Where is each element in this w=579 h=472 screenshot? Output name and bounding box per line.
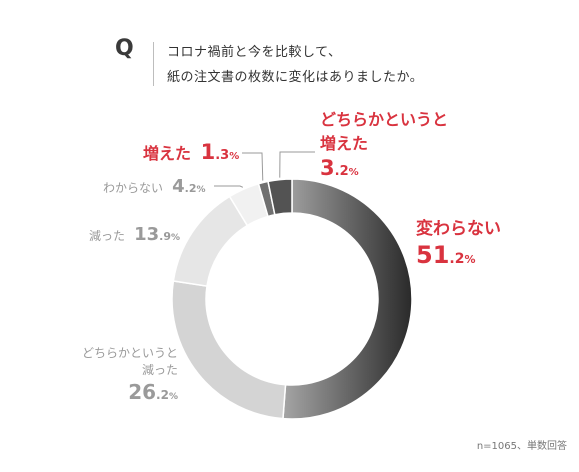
label-decreased-int: 13: [134, 224, 160, 245]
slice-decreased-somewhat: [171, 280, 287, 420]
label-unknown-pct: %: [196, 185, 206, 195]
label-unknown-int: 4: [172, 176, 185, 197]
label-increased-somewhat-line2: 増えた: [320, 134, 369, 153]
label-increased-somewhat-int: 3: [320, 156, 335, 180]
slice-unchanged: [282, 178, 413, 420]
label-increased-somewhat: どちらかというと 増えた 3.2%: [320, 106, 448, 180]
label-increased-somewhat-dec: .2: [334, 164, 349, 179]
label-increased-somewhat-line1: どちらかというと: [320, 110, 449, 129]
label-decreased-somewhat-int: 26: [128, 380, 157, 404]
label-unknown-dec: .2: [184, 182, 197, 195]
label-decreased-somewhat-dec: .2: [156, 388, 169, 402]
question-line-1: コロナ禍前と今を比較して、: [167, 45, 342, 60]
leader-unknown: [214, 185, 244, 188]
label-unknown: わからない 4.2%: [103, 176, 206, 197]
label-increased-int: 1: [200, 140, 216, 164]
leader-increased: [242, 152, 264, 181]
label-unchanged-pct: %: [464, 253, 476, 266]
question-text: コロナ禍前と今を比較して、 紙の注文書の枚数に変化はありましたか。: [167, 40, 423, 90]
label-decreased-name: 減った: [89, 229, 126, 243]
slice-decreased: [172, 195, 249, 287]
label-unchanged-dec: .2: [449, 251, 465, 267]
label-increased-dec: .3: [215, 148, 230, 163]
label-increased: 増えた 1.3%: [143, 140, 239, 164]
label-decreased-somewhat-line1: どちらかというと: [81, 346, 178, 360]
question-divider: [153, 42, 154, 86]
label-decreased-somewhat-line2: 減った: [141, 363, 178, 377]
label-increased-name: 増えた: [143, 144, 192, 163]
label-unchanged-int: 51: [416, 241, 450, 269]
label-increased-pct: %: [229, 151, 240, 162]
label-decreased-somewhat-pct: %: [168, 392, 178, 402]
label-decreased-pct: %: [171, 233, 181, 243]
leader-increased-somewhat: [279, 151, 315, 178]
footnote: n=1065、単数回答: [476, 441, 567, 452]
label-unchanged: 変わらない 51.2%: [416, 214, 501, 269]
label-increased-somewhat-pct: %: [348, 167, 359, 178]
question-line-2: 紙の注文書の枚数に変化はありましたか。: [167, 70, 424, 85]
label-unchanged-name: 変わらない: [416, 219, 501, 239]
question-mark: Q: [115, 36, 134, 61]
slice-increased-somewhat: [267, 178, 293, 216]
label-decreased: 減った 13.9%: [89, 224, 180, 245]
label-unknown-name: わからない: [103, 181, 164, 195]
label-decreased-somewhat: どちらかというと 減った 26.2%: [66, 344, 178, 404]
label-decreased-dec: .9: [159, 230, 172, 243]
